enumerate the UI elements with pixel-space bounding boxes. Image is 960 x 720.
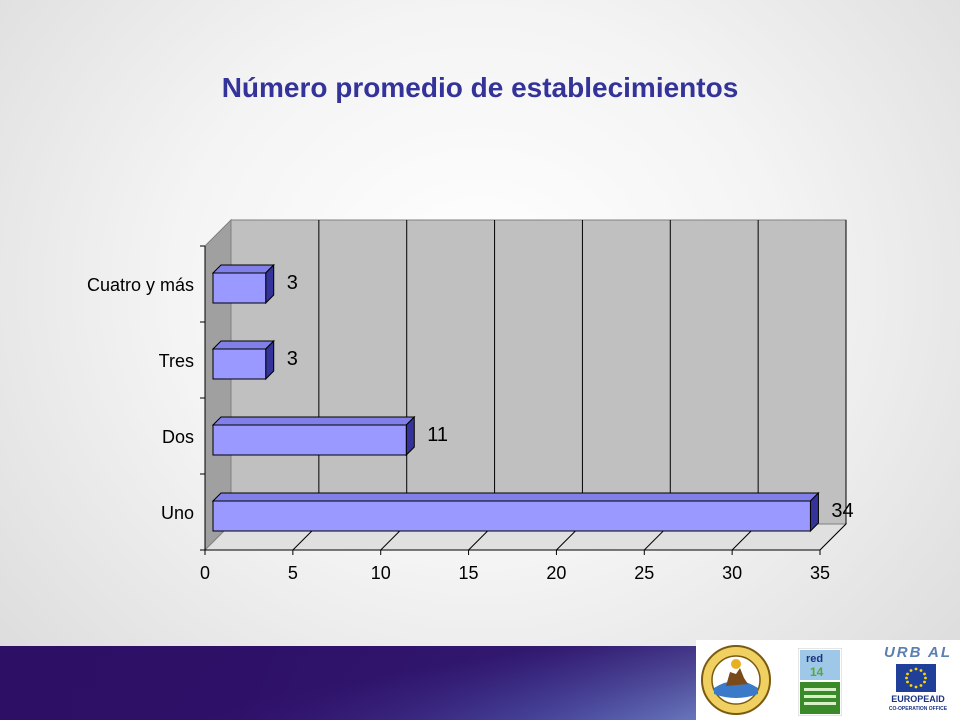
data-label: 3 — [287, 348, 298, 370]
bar — [212, 500, 811, 532]
bar — [212, 424, 407, 456]
svg-text:red: red — [806, 653, 823, 665]
x-tick-label: 35 — [810, 563, 830, 583]
bar-top — [211, 416, 416, 426]
urbal-logo-text: URB AL — [883, 644, 953, 661]
red-logo: red 14 — [798, 648, 842, 716]
chart-back-wall — [230, 219, 847, 525]
x-tick-label: 20 — [546, 563, 566, 583]
category-label: Cuatro y más — [87, 275, 194, 295]
eu-flag-icon — [896, 664, 936, 692]
x-tick-label: 10 — [371, 563, 391, 583]
x-tick-label: 15 — [459, 563, 479, 583]
data-label: 34 — [831, 500, 853, 522]
bar-top — [211, 492, 820, 502]
category-label: Uno — [161, 503, 194, 523]
bar — [212, 272, 267, 304]
x-tick-label: 30 — [722, 563, 742, 583]
europeaid-logo-text: EUROPEAID — [891, 694, 945, 704]
bar-top — [211, 340, 275, 350]
x-tick-label: 25 — [634, 563, 654, 583]
category-label: Dos — [162, 427, 194, 447]
x-tick-label: 5 — [288, 563, 298, 583]
bar — [212, 348, 267, 380]
bar-top — [211, 264, 275, 274]
municipality-seal-logo — [701, 645, 771, 715]
data-label: 11 — [427, 424, 448, 446]
x-tick-label: 0 — [200, 563, 210, 583]
category-label: Tres — [159, 351, 194, 371]
urbal-europeaid-logo: URB AL EUROPEAID CO-OPERATION OFFICE — [880, 644, 956, 716]
bar-chart: 0 5 10 15 20 25 30 35 Cuatro y más 3 Tres 3 Dos 11 Uno… — [87, 218, 854, 583]
chart-title: Número promedio de establecimientos — [221, 72, 739, 103]
gridline-floor — [819, 523, 847, 551]
svg-text:14: 14 — [810, 665, 824, 679]
data-label: 3 — [287, 272, 298, 294]
europeaid-subtext: CO-OPERATION OFFICE — [888, 706, 948, 712]
